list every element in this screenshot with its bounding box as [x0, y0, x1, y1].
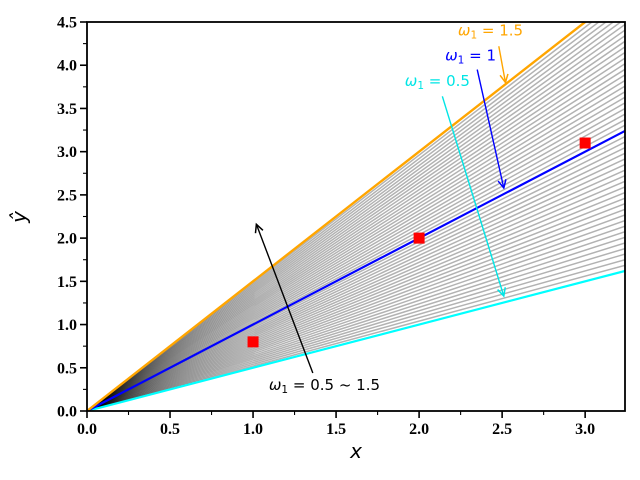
fan-line: [87, 180, 625, 411]
fan-line: [87, 29, 625, 411]
x-tick-label: 1.0: [243, 421, 263, 438]
x-tick-label: 3.0: [575, 421, 595, 438]
fan-line: [87, 96, 625, 411]
x-tick-label: 2.0: [409, 421, 429, 438]
fan-line: [87, 79, 625, 411]
highlight-lines: [87, 22, 625, 411]
fan-line: [87, 113, 625, 411]
y-tick-label: 2.0: [57, 231, 77, 248]
fan-line: [87, 23, 625, 411]
fan-line: [87, 225, 625, 411]
annotation-w1-1.5-arrow: [498, 46, 509, 85]
fan-line: [87, 208, 625, 411]
annotation-w1-0.5: ω1 = 0.5: [405, 72, 470, 92]
y-tick-label: 3.5: [57, 101, 77, 118]
fan-line: [87, 163, 625, 411]
y-tick-label: 1.5: [57, 274, 77, 291]
fan-line: [87, 74, 625, 411]
fan-line: [87, 191, 625, 411]
fan-line: [87, 186, 625, 411]
fan-line: [87, 219, 625, 411]
fan-line: [87, 40, 625, 411]
data-point: [247, 336, 259, 348]
fan-line: [87, 63, 625, 411]
fan-line: [87, 259, 625, 411]
y-tick-label: 0.0: [57, 404, 77, 421]
fan-line: [87, 214, 625, 411]
fan-line: [87, 57, 625, 411]
fan-line: [87, 107, 625, 411]
fan-line: [87, 147, 625, 411]
fan-line: [87, 141, 625, 411]
fan-line: [87, 22, 601, 411]
fan-line: [87, 158, 625, 411]
x-tick-label: 0.5: [160, 421, 180, 438]
annotation-w1-range: ω1 = 0.5 ~ 1.5: [269, 376, 380, 396]
fan-lines: [87, 22, 625, 411]
fan-line: [87, 231, 625, 411]
x-tick-label: 0.0: [77, 421, 97, 438]
fan-line: [87, 119, 625, 411]
fan-line: [87, 253, 625, 411]
line-w1-1.5: [87, 22, 588, 411]
fan-line: [87, 22, 623, 411]
data-point: [413, 232, 425, 244]
annotation-w1-0.5-arrow: [441, 96, 506, 298]
fan-line: [87, 51, 625, 411]
x-tick-label: 1.5: [326, 421, 346, 438]
y-tick-label: 0.5: [57, 360, 77, 377]
annotation-w1-1-arrow: [476, 69, 507, 190]
data-point: [579, 137, 591, 149]
fan-line: [87, 85, 625, 411]
fan-line: [87, 35, 625, 411]
fan-line: [87, 197, 625, 411]
annotation-w1-1.5: ω1 = 1.5: [458, 22, 523, 42]
annotation-w1-1: ω1 = 1: [445, 47, 496, 67]
fan-line: [87, 102, 625, 411]
y-tick-label: 3.0: [57, 144, 77, 161]
fan-line: [87, 242, 625, 411]
annotation-w1-range-arrow: [254, 222, 314, 374]
line-w1-0.5: [87, 269, 625, 411]
fan-line: [87, 236, 625, 411]
y-tick-label: 2.5: [57, 187, 77, 204]
axes: 0.0 0.5 1.0 1.5 2.0 2.5 3.0 0.0 0.5 1.0 1.5 2.0 2.5 3…: [57, 15, 626, 438]
annotation-labels: ω1 = 1.5 ω1 = 1 ω1 = 0.5 ω1 = 0.5 ~ 1.5: [269, 22, 523, 396]
fan-line: [87, 247, 625, 411]
fan-line: [87, 91, 625, 411]
fan-line: [87, 175, 625, 411]
y-tick-label: 4.5: [57, 15, 77, 32]
annotation-arrows: [254, 46, 509, 374]
fan-line: [87, 22, 608, 411]
x-tick-label: 2.5: [492, 421, 512, 438]
x-axis-label: x: [349, 439, 362, 463]
fan-line: [87, 203, 625, 411]
fan-line: [87, 22, 615, 411]
y-axis-label: ŷ: [7, 210, 31, 224]
y-tick-label: 1.0: [57, 317, 77, 334]
fan-line: [87, 169, 625, 411]
fan-line: [87, 46, 625, 411]
fan-line: [87, 68, 625, 411]
line-w1-1: [87, 129, 625, 411]
scatter-points: [247, 137, 591, 348]
fan-line: [87, 152, 625, 411]
y-tick-label: 4.0: [57, 58, 77, 75]
